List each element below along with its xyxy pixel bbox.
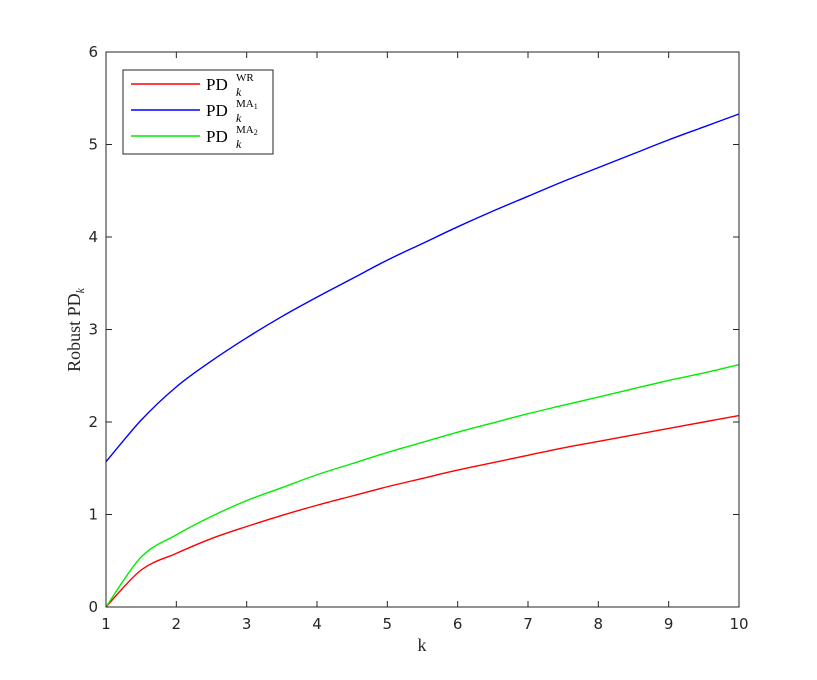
legend-label-pd-ma2-sup-sub: 2 — [254, 128, 258, 137]
legend-label-pd-ma2-base: PD — [206, 127, 228, 146]
legend-label-pd-ma1-sup-sub: 1 — [254, 102, 258, 111]
y-tick-label: 2 — [88, 413, 98, 431]
x-tick-label: 4 — [312, 615, 322, 633]
x-tick-label: 10 — [729, 615, 748, 633]
y-tick-label: 4 — [88, 228, 98, 246]
legend-label-pd-ma1-base: PD — [206, 101, 228, 120]
legend-label-pd-wr: PD — [206, 75, 228, 94]
x-tick-label: 8 — [594, 615, 604, 633]
legend-label-pd-wr-sup: WR — [236, 72, 254, 84]
legend-label-pd-wr-sub: k — [236, 85, 242, 99]
y-axis-title-subscript: k — [73, 287, 87, 293]
y-tick-label: 6 — [88, 43, 98, 61]
legend-label-pd-ma2-sub: k — [236, 137, 242, 151]
y-tick-label: 5 — [88, 136, 98, 154]
y-axis-title-main: Robust PD — [64, 293, 84, 372]
x-tick-label: 5 — [383, 615, 393, 633]
x-tick-label: 3 — [242, 615, 252, 633]
legend-label-pd-ma1-sub: k — [236, 111, 242, 125]
x-tick-label: 7 — [523, 615, 533, 633]
x-axis-title: k — [418, 635, 427, 655]
y-axis-title: Robust PDk — [64, 287, 87, 372]
legend-label-pd-ma1: PD — [206, 101, 228, 120]
x-tick-label: 6 — [453, 615, 463, 633]
legend-label-pd-ma2-sup-main: MA — [236, 124, 254, 136]
x-tick-label: 9 — [664, 615, 674, 633]
y-tick-label: 3 — [88, 321, 98, 339]
y-tick-label: 0 — [88, 598, 98, 616]
legend-label-pd-wr-base: PD — [206, 75, 228, 94]
legend-label-pd-ma2: PD — [206, 127, 228, 146]
legend-label-pd-ma1-sup-main: MA — [236, 98, 254, 110]
x-tick-label: 1 — [101, 615, 111, 633]
legend: PD WR k PD MA1 k PD MA2 k — [123, 70, 273, 154]
x-tick-label: 2 — [172, 615, 182, 633]
y-tick-label: 1 — [88, 506, 98, 524]
